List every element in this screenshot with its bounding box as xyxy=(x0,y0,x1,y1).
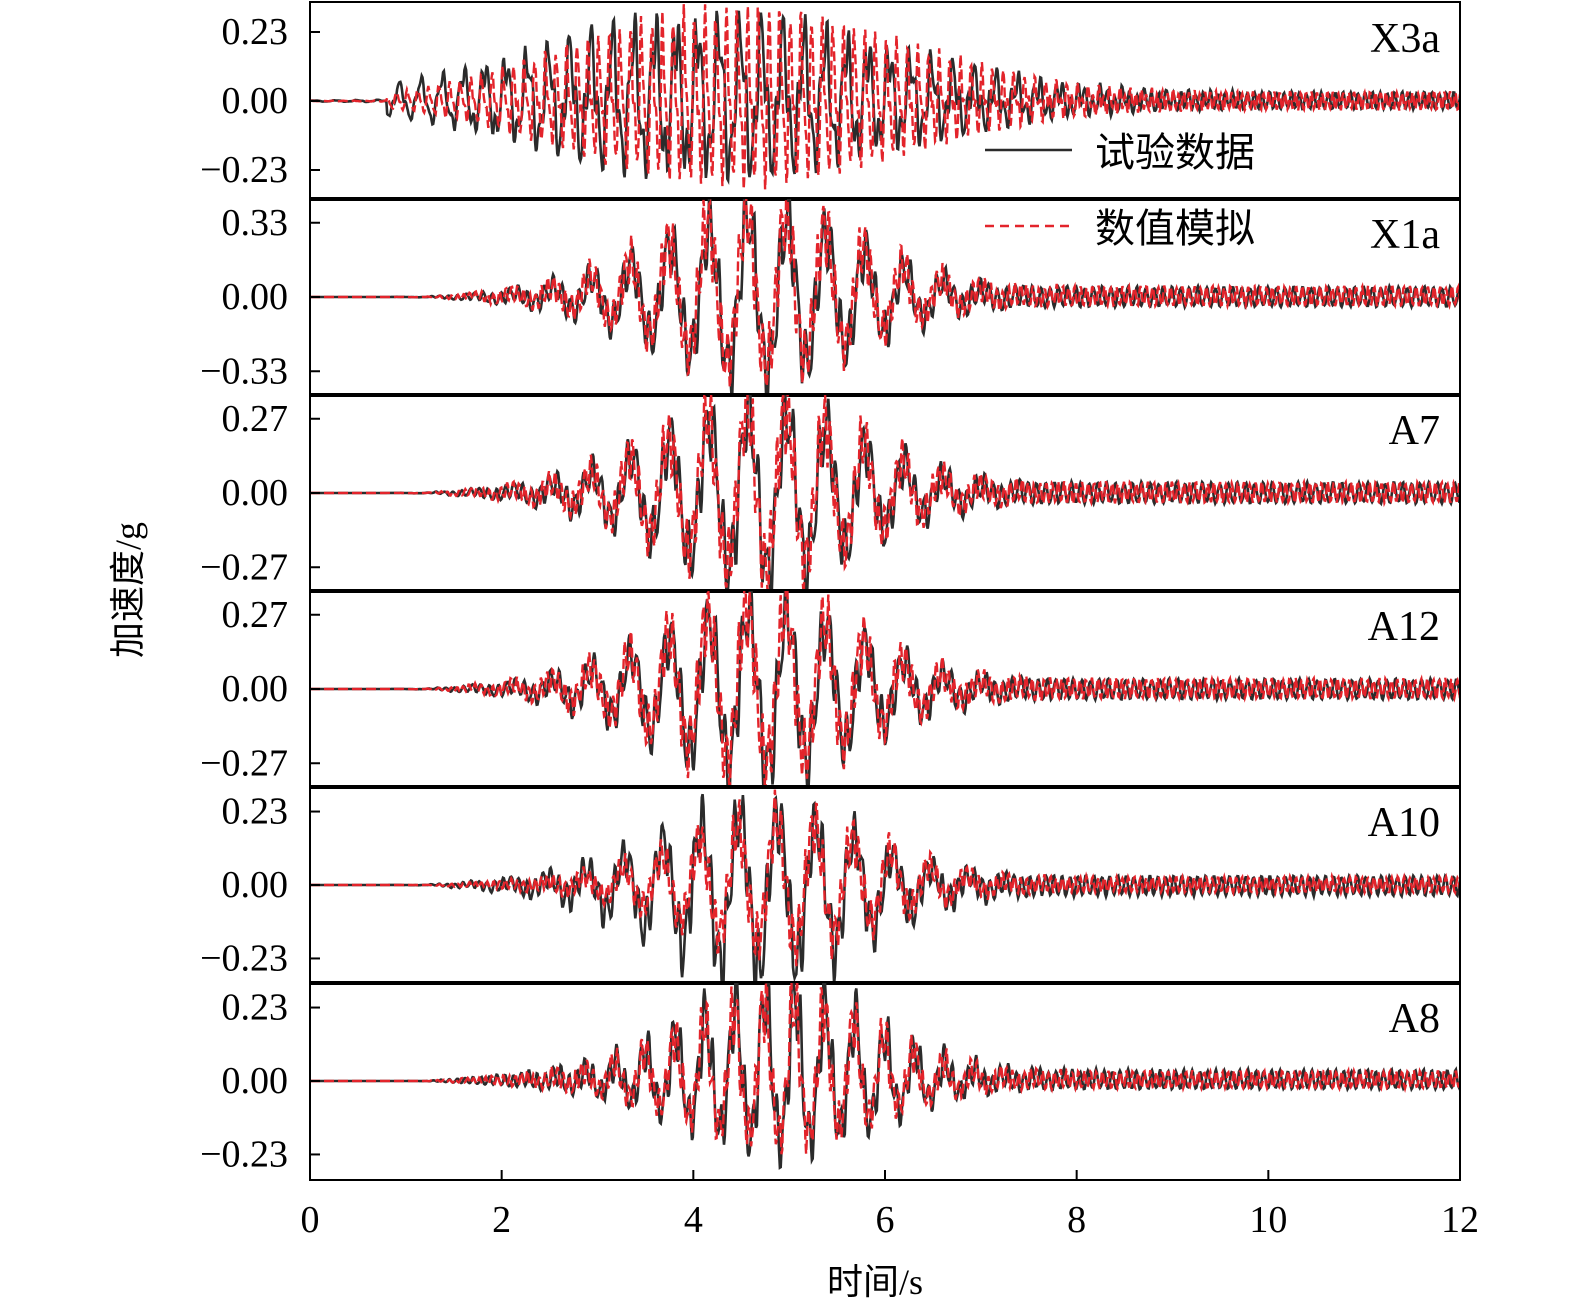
panel-label: A8 xyxy=(1389,996,1440,1042)
series-line-sim xyxy=(310,198,1460,388)
x-axis-label: 时间/s xyxy=(827,1262,923,1302)
y-tick-label: 0.27 xyxy=(222,398,289,440)
panel-label: A12 xyxy=(1368,604,1440,650)
y-tick-label: 0.23 xyxy=(222,791,289,833)
series-line-sim xyxy=(310,789,1460,967)
y-tick-label: −0.23 xyxy=(200,149,288,191)
panel-label: X1a xyxy=(1370,212,1440,258)
y-tick-label: 0.33 xyxy=(222,202,289,244)
y-tick-label: 0.00 xyxy=(222,472,289,514)
x-tick-label: 4 xyxy=(684,1199,703,1241)
x-tick-label: 12 xyxy=(1441,1199,1479,1241)
panel-series-group xyxy=(310,198,1460,396)
series-line-test xyxy=(310,982,1460,1170)
y-tick-label: −0.27 xyxy=(200,742,288,784)
series-line-test xyxy=(310,394,1460,592)
series-line-test xyxy=(310,198,1460,396)
series-line-test xyxy=(310,793,1460,984)
panel-label: A10 xyxy=(1368,800,1440,846)
panel-series-group xyxy=(310,789,1460,984)
panel-series-group xyxy=(310,394,1460,592)
y-tick-label: 0.00 xyxy=(222,80,289,122)
panel-series-group xyxy=(310,982,1460,1170)
panel-label: X3a xyxy=(1370,16,1440,62)
y-tick-label: −0.27 xyxy=(200,546,288,588)
panel-series-group xyxy=(310,590,1460,788)
x-tick-label: 10 xyxy=(1249,1199,1287,1241)
y-tick-label: 0.00 xyxy=(222,668,289,710)
y-tick-label: 0.00 xyxy=(222,276,289,318)
panel-a10: 0.23 0.00 −0.23 A10 xyxy=(200,785,1461,985)
y-tick-label: 0.23 xyxy=(222,987,289,1029)
panel-series-group xyxy=(310,4,1460,190)
series-line-sim xyxy=(310,394,1460,592)
legend-label-sim: 数值模拟 xyxy=(1095,206,1255,251)
panel-x3a: 0.23 0.00 −0.23 X3a xyxy=(200,1,1461,201)
panel-a8: 0.23 0.00 −0.23 A8 xyxy=(200,981,1461,1181)
y-tick-label: 0.00 xyxy=(222,864,289,906)
series-line-sim xyxy=(310,982,1460,1155)
x-tick-label: 8 xyxy=(1067,1199,1086,1241)
panel-x1a: 0.33 0.00 −0.33 X1a xyxy=(200,197,1461,397)
y-tick-label: −0.23 xyxy=(200,937,288,979)
x-tick-label: 6 xyxy=(876,1199,895,1241)
y-axis-label: 加速度/g xyxy=(108,522,148,658)
panel-label: A7 xyxy=(1389,408,1440,454)
series-line-sim xyxy=(310,590,1460,788)
panel-a12: 0.27 0.00 −0.27 A12 xyxy=(200,589,1461,789)
series-line-sim xyxy=(310,4,1460,190)
legend: 试验数据 数值模拟 xyxy=(985,130,1255,251)
x-tick-label: 2 xyxy=(492,1199,511,1241)
y-tick-label: 0.27 xyxy=(222,594,289,636)
x-axis: 0 2 4 6 8 10 12 xyxy=(301,1170,1479,1241)
y-tick-label: 0.00 xyxy=(222,1060,289,1102)
y-tick-label: −0.23 xyxy=(200,1133,288,1175)
x-tick-label: 0 xyxy=(301,1199,320,1241)
y-tick-label: −0.33 xyxy=(200,350,288,392)
panels: 0.23 0.00 −0.23 X3a 0.33 0.00 −0.33 X1a 0.27 0.00… xyxy=(200,1,1461,1181)
legend-label-test: 试验数据 xyxy=(1095,130,1255,175)
panel-a7: 0.27 0.00 −0.27 A7 xyxy=(200,393,1461,593)
y-tick-label: 0.23 xyxy=(222,11,289,53)
